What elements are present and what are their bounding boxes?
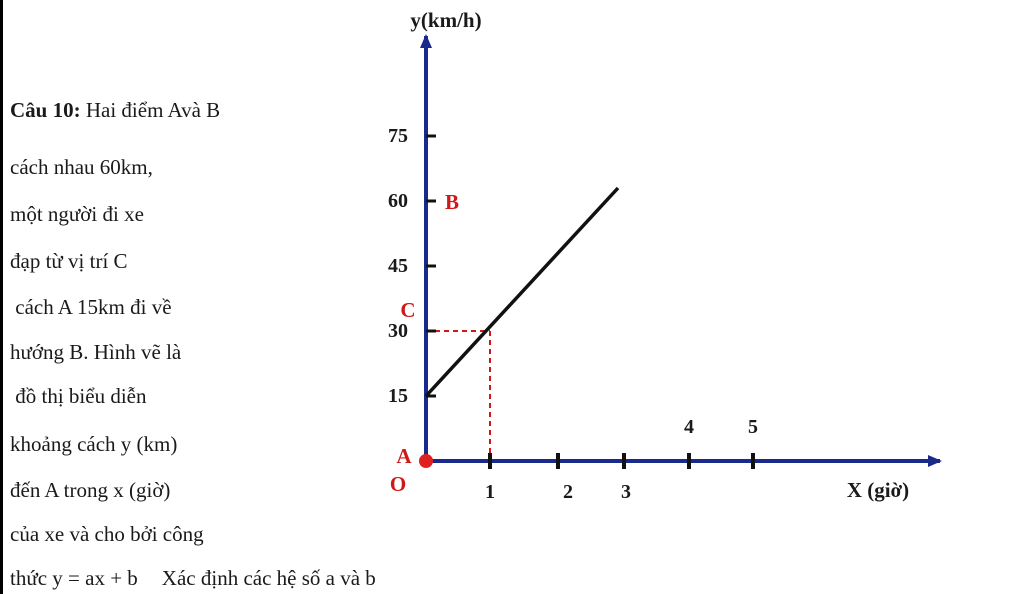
left-border: [0, 0, 3, 594]
problem-line-4: đạp từ vị trí C: [10, 249, 128, 273]
x-tick-label-1: 1: [485, 481, 495, 503]
formula-line: thức y = ax + b Xác định các hệ số a và b: [10, 566, 376, 591]
y-tick-label-75: 75: [388, 125, 408, 147]
problem-line-10: của xe và cho bởi công: [10, 522, 204, 546]
y-tick-label-60: 60: [388, 190, 408, 212]
series-layer: [419, 186, 620, 468]
problem-line-5: cách A 15km đi về: [10, 295, 172, 319]
x-tick-label-5: 5: [748, 416, 758, 438]
point-b-label: B: [445, 190, 459, 214]
point-a-label: A: [396, 444, 412, 468]
guide-lines: [426, 330, 491, 461]
x-tick-label-3: 3: [621, 481, 631, 503]
y-tick-label-45: 45: [388, 255, 408, 277]
origin-label: O: [390, 472, 406, 496]
problem-line-8: khoảng cách y (km): [10, 432, 178, 456]
axes: [420, 34, 942, 467]
problem-line-1-text: Hai điểm Avà B: [85, 98, 221, 122]
formula-text: thức y = ax + b: [10, 566, 138, 590]
question-label: Câu 10:: [10, 98, 81, 122]
y-axis-title: y(km/h): [410, 8, 481, 32]
problem-line-1: Câu 10: Hai điểm Avà B: [10, 98, 220, 123]
x-tick-label-4: 4: [684, 416, 694, 438]
y-tick-label-30: 30: [388, 320, 408, 342]
problem-line-2: cách nhau 60km,: [10, 155, 153, 179]
question-text: Xác định các hệ số a và b: [161, 566, 376, 590]
series-line-0: [424, 186, 620, 398]
problem-line-9: đến A trong x (giờ): [10, 478, 171, 502]
point-c-label: C: [400, 298, 415, 322]
problem-line-6: hướng B. Hình vẽ là: [10, 340, 182, 364]
problem-line-7: đồ thị biểu diễn: [10, 384, 147, 408]
point-a-marker: [419, 454, 433, 468]
x-tick-label-2: 2: [563, 481, 573, 503]
axis-ticks: [426, 134, 755, 469]
problem-line-3: một người đi xe: [10, 202, 144, 226]
y-tick-label-15: 15: [388, 385, 408, 407]
x-axis-title: X (giờ): [847, 478, 909, 502]
